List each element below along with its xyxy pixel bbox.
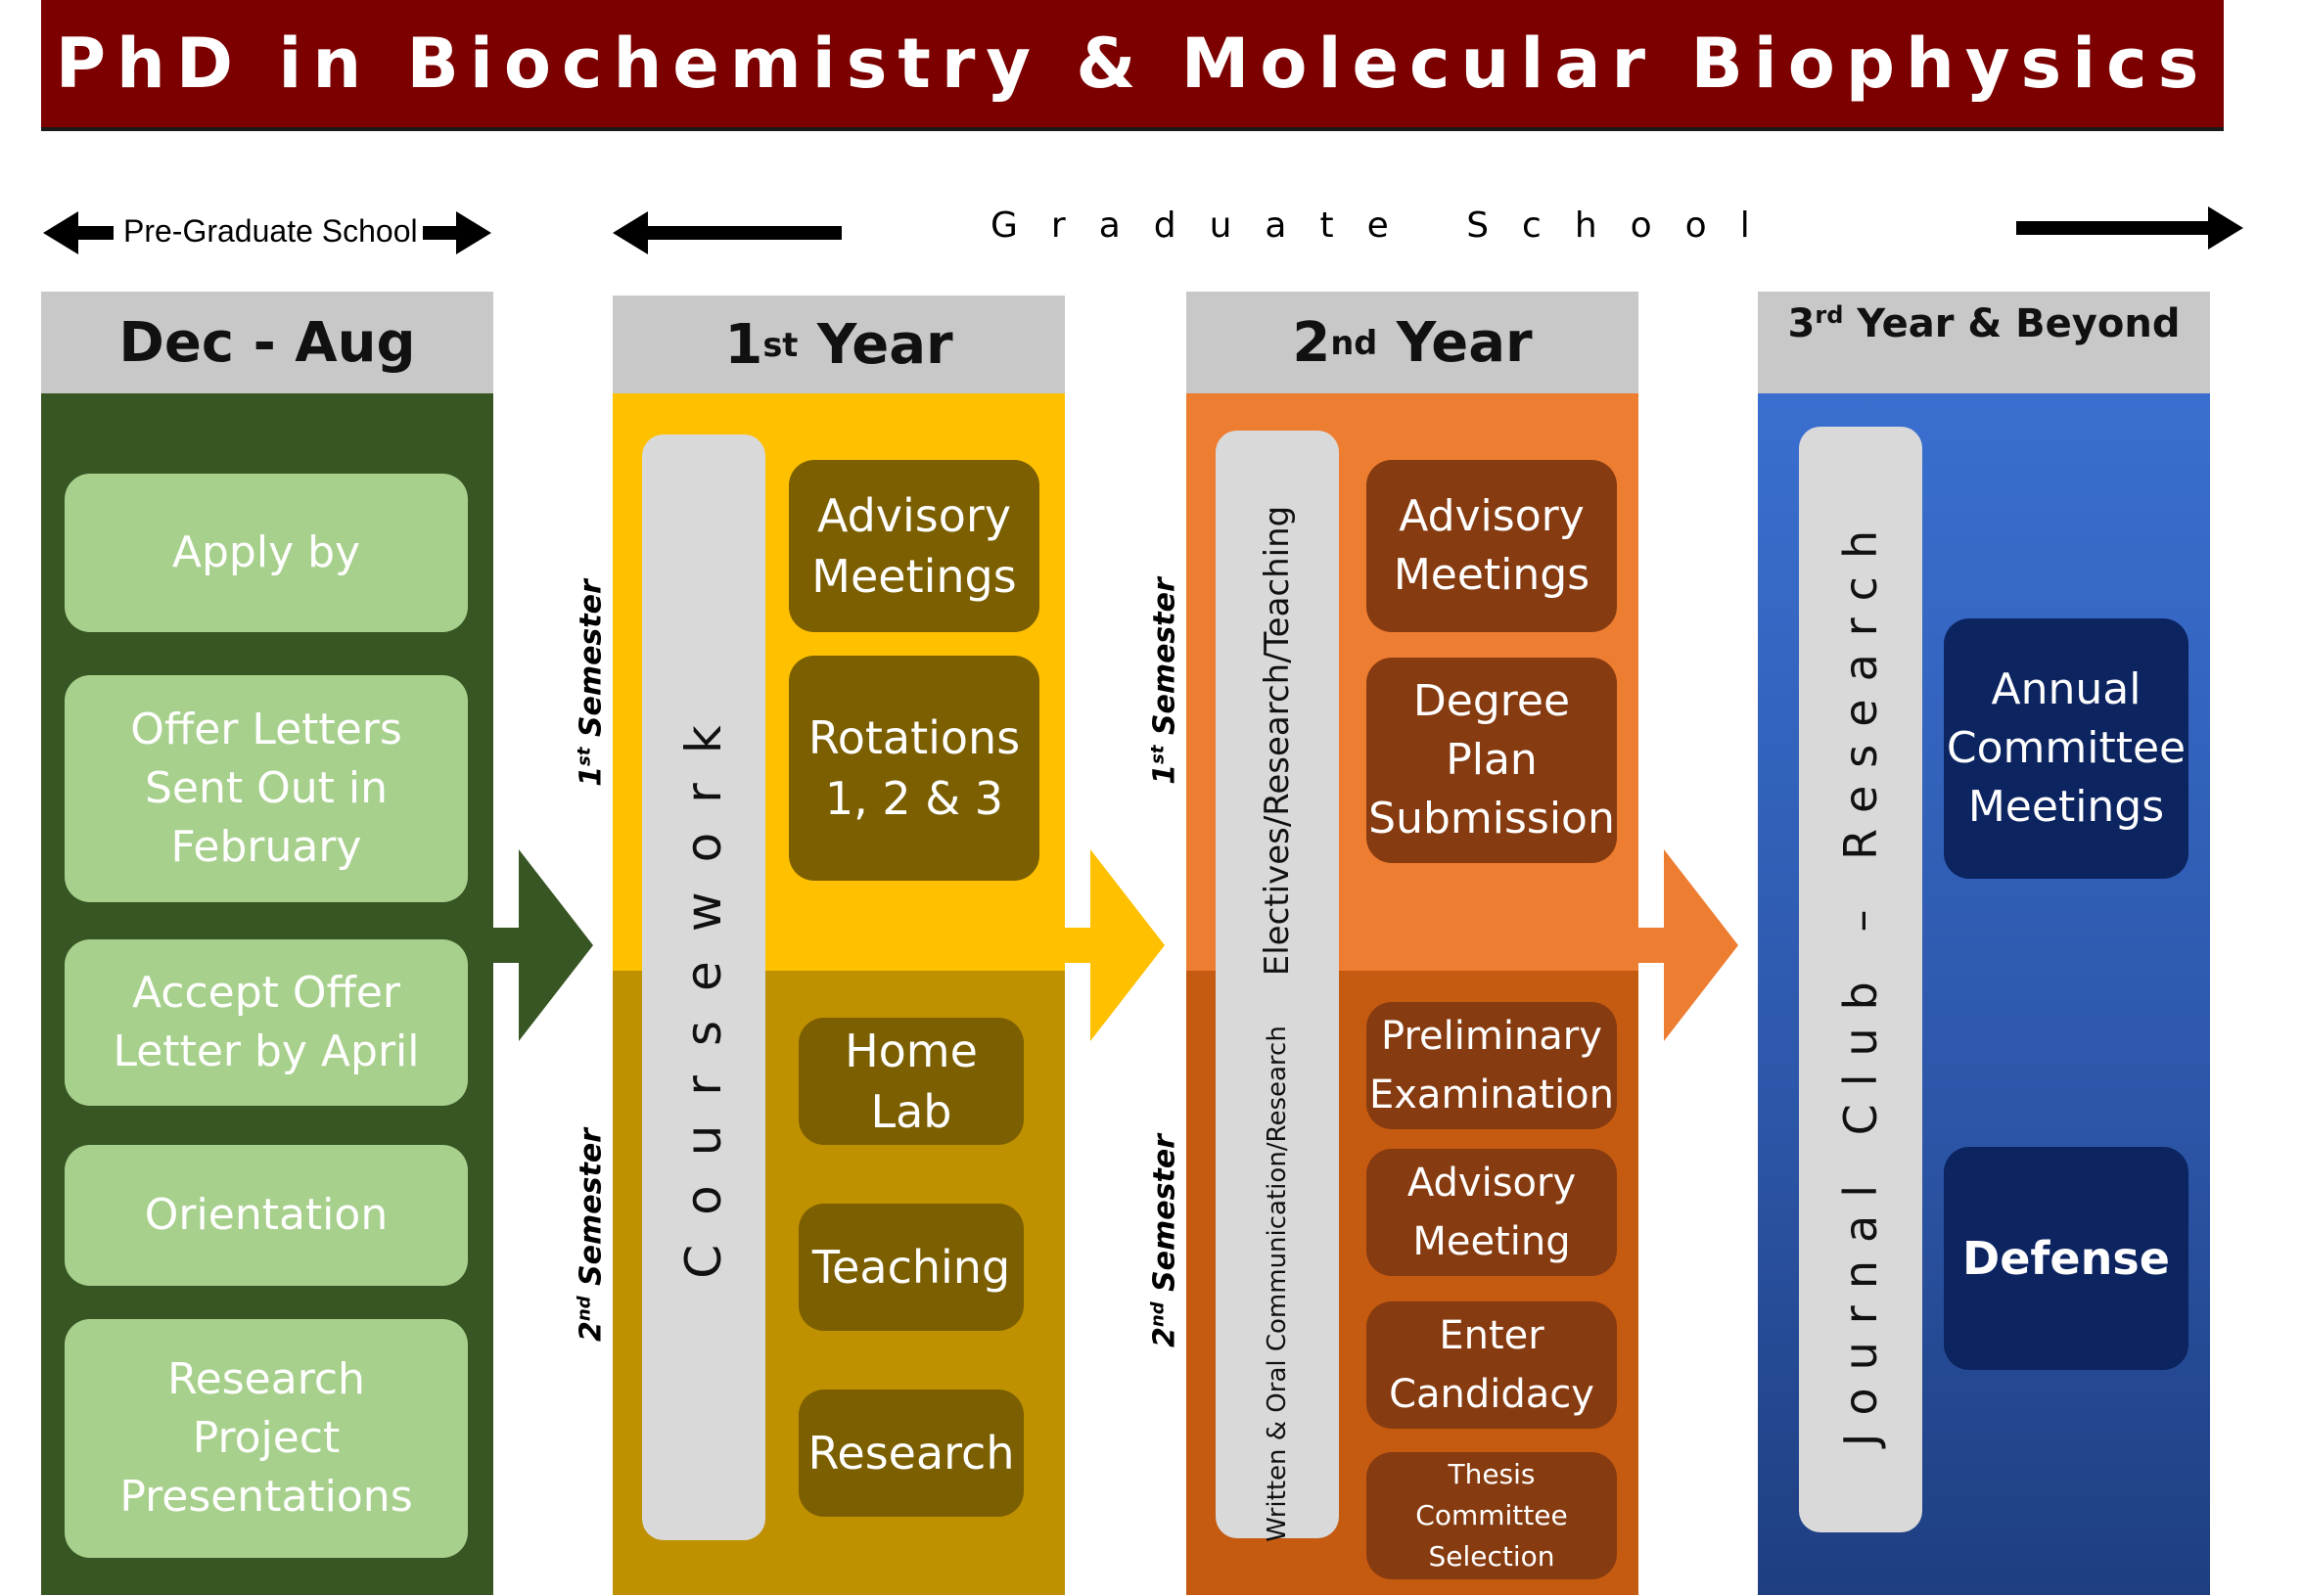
year2-advisory-meeting-text: Advisory Meeting xyxy=(1406,1161,1577,1264)
year3-header-sup: rd xyxy=(1815,301,1844,329)
sem-num: 1 xyxy=(1147,763,1182,785)
page-title: PhD in Biochemistry & Molecular Biophysi… xyxy=(55,23,2210,104)
teaching-box: Teaching xyxy=(799,1204,1024,1331)
year1-semester1-label: 1st Semester xyxy=(575,579,609,787)
sem-rest: Semester xyxy=(574,579,609,748)
right-arrow-icon xyxy=(1061,849,1165,1041)
year2-advisory-meetings-text: Advisory Meetings xyxy=(1393,491,1590,600)
year1-advisory-meetings-box: Advisory Meetings xyxy=(789,460,1039,632)
year1-header-rest: Year xyxy=(798,312,953,377)
pre-grad-header-text: Dec - Aug xyxy=(118,310,416,375)
annual-committee-box: Annual Committee Meetings xyxy=(1944,618,2188,879)
rotations-box: Rotations 1, 2 & 3 xyxy=(789,656,1039,881)
sem-num: 2 xyxy=(1147,1327,1182,1347)
right-arrow-icon xyxy=(1635,849,1738,1041)
year2-advisory-meetings-box: Advisory Meetings xyxy=(1366,460,1617,632)
sem-sup: nd xyxy=(1147,1301,1169,1328)
year2-header-rest: Year xyxy=(1377,310,1533,375)
coursework-text: Coursework xyxy=(675,696,732,1279)
right-arrow-icon xyxy=(2208,206,2243,250)
degree-plan-box: Degree Plan Submission xyxy=(1366,658,1617,863)
arrow-shaft xyxy=(2016,221,2212,235)
year1-advisory-meetings-text: Advisory Meetings xyxy=(811,489,1017,603)
research-presentations-text: Research Project Presentations xyxy=(119,1354,413,1522)
research-text: Research xyxy=(807,1427,1015,1480)
journal-club-bar: Journal Club – Research xyxy=(1799,427,1922,1532)
year1-header-num: 1 xyxy=(724,312,763,377)
title-banner: PhD in Biochemistry & Molecular Biophysi… xyxy=(41,0,2224,131)
electives-text: Electives/Research/Teaching xyxy=(1258,505,1297,977)
sem-rest: Semester xyxy=(574,1128,609,1297)
written-oral-text: Written & Oral Communication/Research xyxy=(1263,1025,1292,1542)
left-arrow-icon xyxy=(43,211,78,254)
graduate-school-label: Graduate School xyxy=(990,205,1783,246)
pre-graduate-label: Pre-Graduate School xyxy=(123,213,418,249)
year2-header-num: 2 xyxy=(1292,310,1331,375)
year1-semester2-label: 2nd Semester xyxy=(575,1128,609,1342)
accept-offer-text: Accept Offer Letter by April xyxy=(113,968,420,1076)
arrow-shaft xyxy=(646,226,842,240)
coursework-bar: Coursework xyxy=(642,434,765,1540)
sem-sup: st xyxy=(1147,745,1169,764)
orientation-text: Orientation xyxy=(144,1190,389,1240)
right-arrow-icon xyxy=(489,849,593,1041)
research-box: Research xyxy=(799,1390,1024,1517)
offer-letters-box: Offer Letters Sent Out in February xyxy=(65,675,468,902)
sem-sup: st xyxy=(574,747,595,766)
arrow-shaft xyxy=(76,226,114,240)
year2-vertical-bar: Electives/Research/Teaching Written & Or… xyxy=(1216,431,1339,1541)
arrow-shaft xyxy=(423,226,458,240)
defense-text: Defense xyxy=(1962,1232,2170,1285)
thesis-committee-box: Thesis Committee Selection xyxy=(1366,1452,1617,1579)
research-presentations-box: Research Project Presentations xyxy=(65,1319,468,1558)
annual-committee-text: Annual Committee Meetings xyxy=(1946,664,2187,832)
sem-rest: Semester xyxy=(1147,1134,1182,1302)
journal-club-text: Journal Club – Research xyxy=(1834,512,1887,1447)
rotations-text: Rotations 1, 2 & 3 xyxy=(807,711,1021,825)
defense-box: Defense xyxy=(1944,1147,2188,1370)
sem-sup: nd xyxy=(574,1296,595,1322)
home-lab-text: Home Lab xyxy=(845,1025,978,1138)
preliminary-exam-box: Preliminary Examination xyxy=(1366,1002,1617,1129)
year2-semester1-label: 1st Semester xyxy=(1148,577,1182,785)
year3-header-rest: Year & Beyond xyxy=(1843,301,2181,346)
enter-candidacy-text: Enter Candidacy xyxy=(1389,1313,1594,1417)
year1-header-sup: st xyxy=(762,325,799,364)
year3-header-num: 3 xyxy=(1787,301,1816,346)
right-arrow-icon xyxy=(456,211,491,254)
offer-letters-text: Offer Letters Sent Out in February xyxy=(130,705,402,872)
degree-plan-text: Degree Plan Submission xyxy=(1368,676,1615,844)
year2-advisory-meeting-box: Advisory Meeting xyxy=(1366,1149,1617,1276)
apply-by-box: Apply by xyxy=(65,474,468,632)
accept-offer-box: Accept Offer Letter by April xyxy=(65,939,468,1106)
year2-header-sup: nd xyxy=(1330,323,1378,362)
apply-by-text: Apply by xyxy=(171,527,361,577)
teaching-text: Teaching xyxy=(811,1241,1011,1294)
sem-rest: Semester xyxy=(1147,577,1182,746)
preliminary-exam-text: Preliminary Examination xyxy=(1368,1014,1615,1117)
home-lab-box: Home Lab xyxy=(799,1018,1024,1145)
year2-semester2-label: 2nd Semester xyxy=(1148,1134,1182,1347)
enter-candidacy-box: Enter Candidacy xyxy=(1366,1301,1617,1429)
left-arrow-icon xyxy=(613,211,648,254)
thesis-committee-text: Thesis Committee Selection xyxy=(1415,1458,1568,1573)
sem-num: 1 xyxy=(574,765,609,787)
orientation-box: Orientation xyxy=(65,1145,468,1286)
sem-num: 2 xyxy=(574,1321,609,1342)
pre-grad-header: Dec - Aug xyxy=(41,292,493,393)
